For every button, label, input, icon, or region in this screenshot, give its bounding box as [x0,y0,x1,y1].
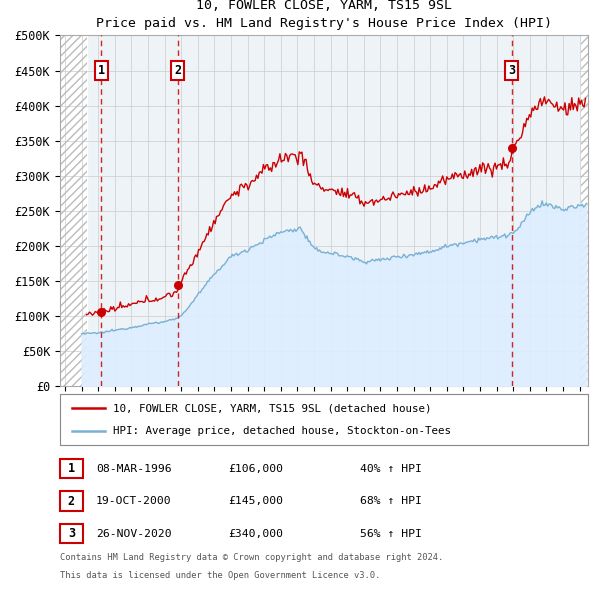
Text: 2: 2 [175,64,181,77]
Text: 1: 1 [98,64,105,77]
Text: 1: 1 [68,462,75,476]
Text: 3: 3 [508,64,515,77]
Bar [581,35,588,386]
Bar [60,35,86,386]
Bar [581,35,588,386]
Text: £340,000: £340,000 [228,529,283,539]
Text: 40% ↑ HPI: 40% ↑ HPI [360,464,422,474]
Text: 2: 2 [68,494,75,508]
Text: 68% ↑ HPI: 68% ↑ HPI [360,496,422,506]
Bar [60,35,86,386]
Text: 56% ↑ HPI: 56% ↑ HPI [360,529,422,539]
Text: 19-OCT-2000: 19-OCT-2000 [96,496,172,506]
Text: 08-MAR-1996: 08-MAR-1996 [96,464,172,474]
Text: £145,000: £145,000 [228,496,283,506]
Text: 3: 3 [68,527,75,540]
Text: 26-NOV-2020: 26-NOV-2020 [96,529,172,539]
Text: £106,000: £106,000 [228,464,283,474]
Title: 10, FOWLER CLOSE, YARM, TS15 9SL
Price paid vs. HM Land Registry's House Price I: 10, FOWLER CLOSE, YARM, TS15 9SL Price p… [96,0,552,30]
Text: 10, FOWLER CLOSE, YARM, TS15 9SL (detached house): 10, FOWLER CLOSE, YARM, TS15 9SL (detach… [113,403,431,413]
Text: HPI: Average price, detached house, Stockton-on-Tees: HPI: Average price, detached house, Stoc… [113,426,451,436]
Text: Contains HM Land Registry data © Crown copyright and database right 2024.: Contains HM Land Registry data © Crown c… [60,553,443,562]
Text: This data is licensed under the Open Government Licence v3.0.: This data is licensed under the Open Gov… [60,571,380,579]
